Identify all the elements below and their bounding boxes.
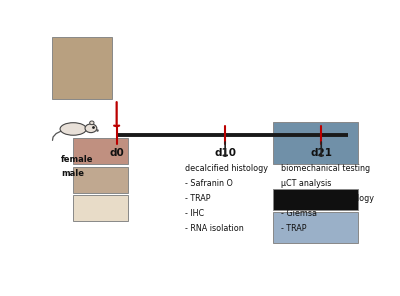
- Text: - TRAP: - TRAP: [281, 223, 306, 233]
- Bar: [73, 167, 128, 193]
- Bar: [52, 37, 112, 99]
- Text: - Giemsa: - Giemsa: [281, 209, 317, 218]
- Text: decalcified histology: decalcified histology: [185, 164, 268, 173]
- Ellipse shape: [90, 121, 94, 125]
- Bar: [273, 212, 358, 243]
- Ellipse shape: [60, 123, 86, 135]
- Bar: [273, 189, 358, 210]
- Text: μCT analysis: μCT analysis: [281, 179, 331, 188]
- Ellipse shape: [85, 124, 97, 133]
- Bar: [73, 138, 128, 164]
- Text: d10: d10: [214, 148, 236, 158]
- Text: d21: d21: [310, 148, 332, 158]
- Text: female: female: [61, 155, 93, 164]
- Text: biomechanical testing: biomechanical testing: [281, 164, 370, 173]
- Text: undecalcified histology: undecalcified histology: [281, 194, 374, 203]
- Bar: [273, 122, 358, 164]
- Text: - IHC: - IHC: [185, 209, 204, 218]
- Text: - Safranin O: - Safranin O: [185, 179, 233, 188]
- Text: male: male: [61, 169, 84, 178]
- Text: - RNA isolation: - RNA isolation: [185, 223, 244, 233]
- Text: - TRAP: - TRAP: [185, 194, 210, 203]
- Bar: [73, 195, 128, 221]
- Text: d0: d0: [109, 148, 124, 158]
